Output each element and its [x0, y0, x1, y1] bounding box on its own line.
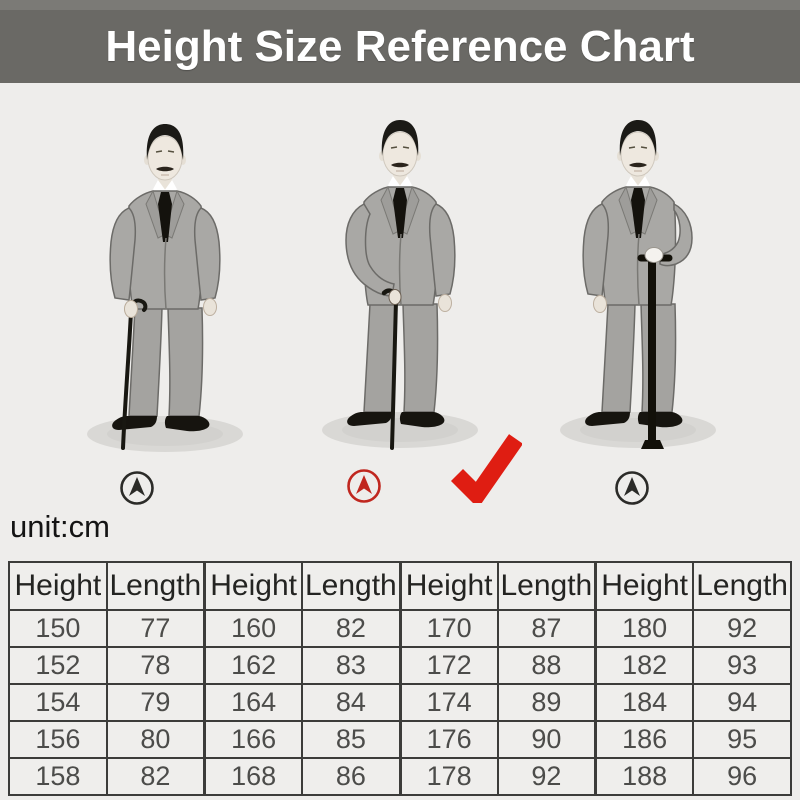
- table-header-cell: Height: [398, 561, 499, 611]
- table-cell: 180: [594, 609, 695, 648]
- table-cell: 176: [398, 720, 499, 759]
- size-table: Height Length Height Length Height Lengt…: [8, 561, 792, 796]
- table-header-cell: Height: [594, 561, 695, 611]
- table-cell: 166: [203, 720, 304, 759]
- table-cell: 92: [692, 609, 792, 648]
- table-cell: 93: [692, 646, 792, 685]
- table-cell: 168: [203, 757, 304, 796]
- table-header-cell: Length: [496, 561, 597, 611]
- table-cell: 156: [8, 720, 108, 759]
- table-cell: 77: [105, 609, 206, 648]
- table-cell: 84: [301, 683, 401, 722]
- header-banner: Height Size Reference Chart: [0, 10, 800, 83]
- page-title: Height Size Reference Chart: [105, 21, 695, 71]
- man-with-tall-cane-illustration: [559, 119, 717, 449]
- table-cell: 186: [594, 720, 695, 759]
- banner-top-strip: [0, 0, 800, 10]
- table-cell: 184: [594, 683, 695, 722]
- unit-label: unit:cm: [10, 509, 110, 544]
- table-header-cell: Length: [692, 561, 792, 611]
- table-header-cell: Length: [301, 561, 401, 611]
- table-cell: 78: [105, 646, 206, 685]
- arrow-circle-icon: [615, 471, 649, 505]
- table-cell: 82: [301, 609, 401, 648]
- table-cell: 188: [594, 757, 695, 796]
- table-cell: 95: [692, 720, 792, 759]
- table-cell: 150: [8, 609, 108, 648]
- check-icon: [450, 434, 522, 503]
- table-header-cell: Height: [203, 561, 304, 611]
- table-cell: 170: [398, 609, 499, 648]
- table-header-cell: Length: [105, 561, 206, 611]
- table-cell: 152: [8, 646, 108, 685]
- table-cell: 154: [8, 683, 108, 722]
- table-cell: 88: [496, 646, 597, 685]
- table-cell: 85: [301, 720, 401, 759]
- table-cell: 82: [105, 757, 206, 796]
- man-with-correct-cane-illustration: [321, 119, 479, 450]
- man-with-low-cane-illustration: [86, 123, 244, 453]
- table-cell: 90: [496, 720, 597, 759]
- table-cell: 92: [496, 757, 597, 796]
- table-cell: 160: [203, 609, 304, 648]
- arrow-circle-icon-red: [347, 469, 381, 503]
- table-cell: 89: [496, 683, 597, 722]
- table-cell: 158: [8, 757, 108, 796]
- arrow-circle-icon: [120, 471, 154, 505]
- table-row: 152 78 162 83 172 88 182 93: [8, 646, 792, 685]
- table-row: 154 79 164 84 174 89 184 94: [8, 683, 792, 722]
- table-cell: 164: [203, 683, 304, 722]
- table-row: 158 82 168 86 178 92 188 96: [8, 757, 792, 796]
- table-cell: 162: [203, 646, 304, 685]
- table-cell: 182: [594, 646, 695, 685]
- table-header-row: Height Length Height Length Height Lengt…: [8, 561, 792, 611]
- table-cell: 172: [398, 646, 499, 685]
- table-row: 156 80 166 85 176 90 186 95: [8, 720, 792, 759]
- table-cell: 80: [105, 720, 206, 759]
- cane: [390, 298, 398, 450]
- table-cell: 83: [301, 646, 401, 685]
- cane: [121, 310, 133, 450]
- table-cell: 79: [105, 683, 206, 722]
- table-cell: 94: [692, 683, 792, 722]
- table-header-cell: Height: [8, 561, 108, 611]
- table-cell: 174: [398, 683, 499, 722]
- table-cell: 96: [692, 757, 792, 796]
- table-cell: 86: [301, 757, 401, 796]
- table-cell: 87: [496, 609, 597, 648]
- table-row: 150 77 160 82 170 87 180 92: [8, 609, 792, 648]
- table-cell: 178: [398, 757, 499, 796]
